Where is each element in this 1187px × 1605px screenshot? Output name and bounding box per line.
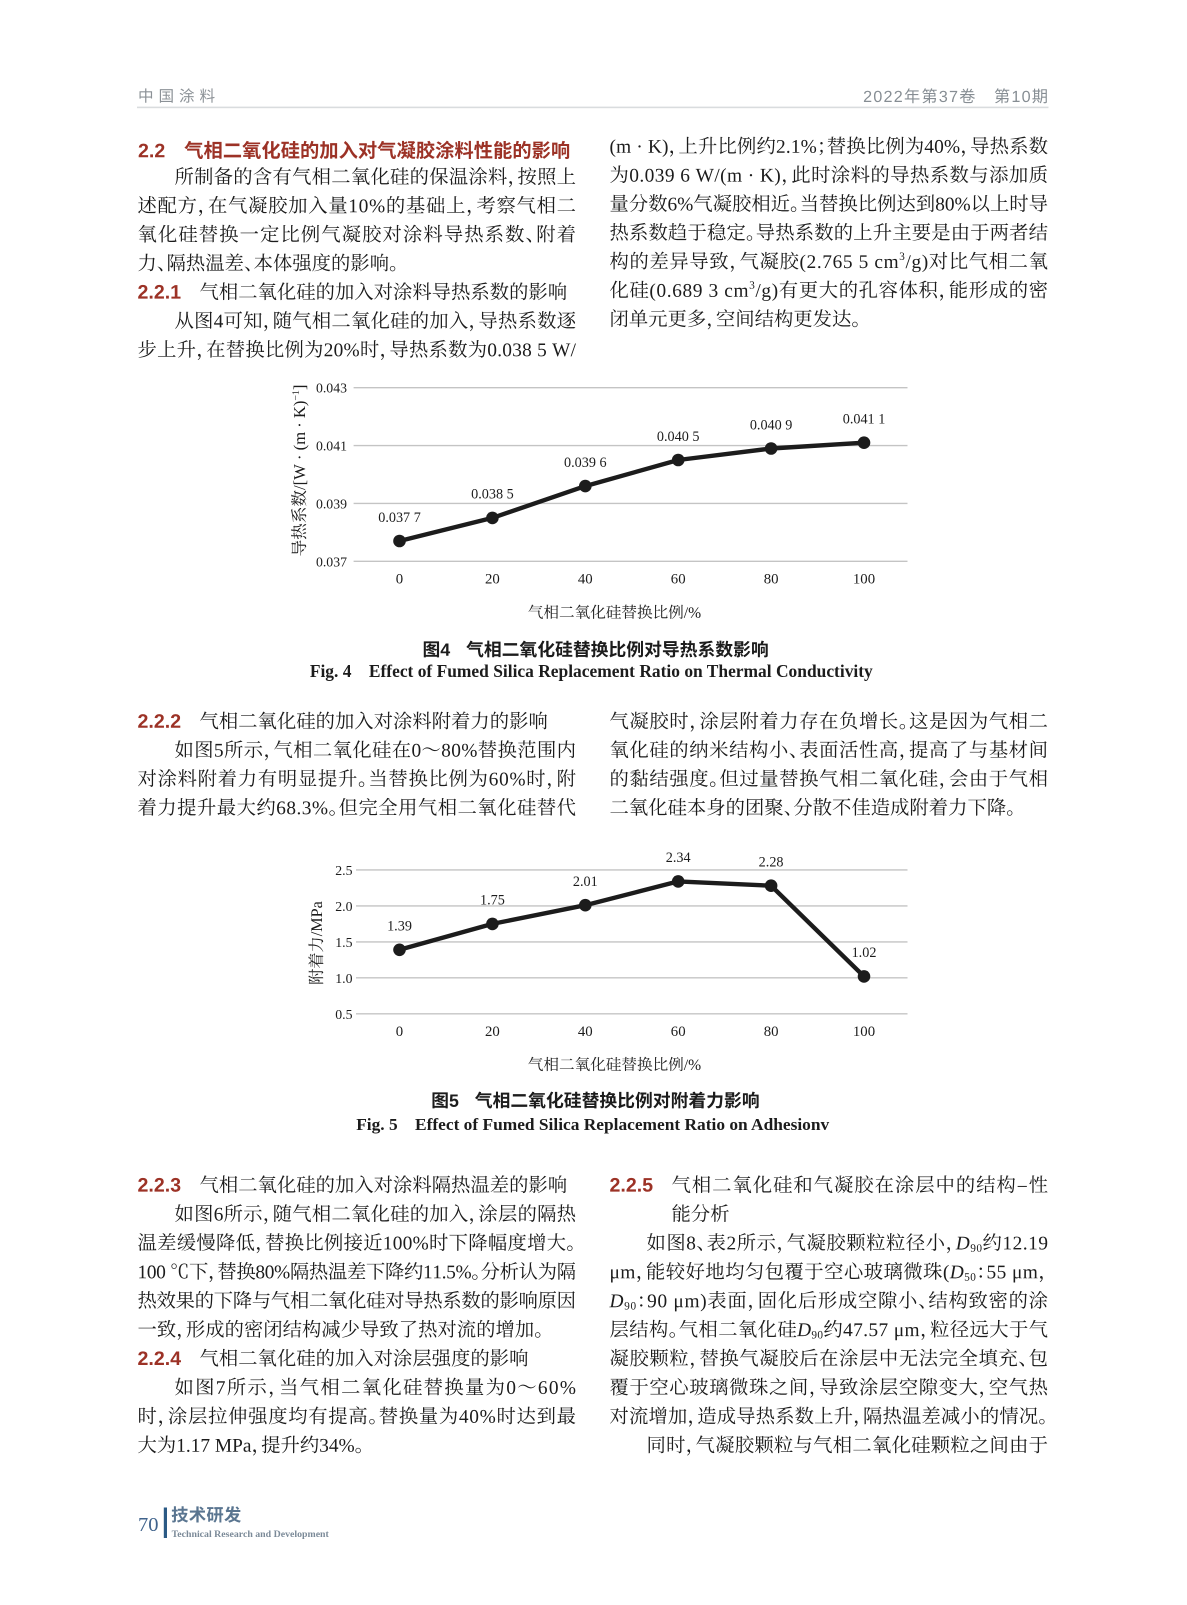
svg-text:0.039: 0.039 xyxy=(316,496,347,511)
svg-text:0.040 9: 0.040 9 xyxy=(750,417,793,433)
svg-text:1.39: 1.39 xyxy=(387,919,412,935)
svg-text:0.039 6: 0.039 6 xyxy=(564,455,607,471)
svg-text:Fig. 4 Effect of Fumed Sili: Fig. 4 Effect of Fumed Silica Replacemen… xyxy=(310,661,873,681)
svg-text:2.01: 2.01 xyxy=(573,874,598,890)
svg-text:0.037: 0.037 xyxy=(316,554,347,569)
svg-text:2.0: 2.0 xyxy=(335,899,352,914)
svg-text:2.5: 2.5 xyxy=(335,863,352,878)
svg-text:1.75: 1.75 xyxy=(480,893,505,909)
svg-text:100: 100 xyxy=(853,1024,875,1040)
svg-text:80: 80 xyxy=(764,572,779,588)
svg-text:1.02: 1.02 xyxy=(852,945,877,961)
svg-text:1.5: 1.5 xyxy=(335,935,352,950)
svg-text:Fig. 5 Effect of Fumed Sili: Fig. 5 Effect of Fumed Silica Replacemen… xyxy=(356,1115,829,1134)
svg-text:60: 60 xyxy=(671,572,686,588)
svg-text:20: 20 xyxy=(485,1024,500,1040)
svg-text:0.040 5: 0.040 5 xyxy=(657,429,700,445)
svg-text:20: 20 xyxy=(485,572,500,588)
svg-text:0.038 5: 0.038 5 xyxy=(471,487,514,503)
svg-text:0: 0 xyxy=(396,572,403,588)
svg-text:40: 40 xyxy=(578,572,593,588)
svg-text:0.5: 0.5 xyxy=(335,1007,352,1022)
svg-text:100: 100 xyxy=(853,572,875,588)
svg-text:1.0: 1.0 xyxy=(335,971,352,986)
svg-text:0.037 7: 0.037 7 xyxy=(378,510,421,526)
svg-text:80: 80 xyxy=(764,1024,779,1040)
svg-text:0.043: 0.043 xyxy=(316,381,347,396)
svg-text:Technical Research and Develop: Technical Research and Development xyxy=(172,1529,330,1540)
svg-text:0: 0 xyxy=(396,1024,403,1040)
svg-text:40: 40 xyxy=(578,1024,593,1040)
svg-text:2.28: 2.28 xyxy=(759,855,784,871)
svg-text:60: 60 xyxy=(671,1024,686,1040)
svg-text:0.041 1: 0.041 1 xyxy=(843,412,886,428)
svg-text:2.34: 2.34 xyxy=(666,850,691,866)
svg-text:0.041: 0.041 xyxy=(316,439,347,454)
svg-text:70: 70 xyxy=(138,1514,159,1536)
